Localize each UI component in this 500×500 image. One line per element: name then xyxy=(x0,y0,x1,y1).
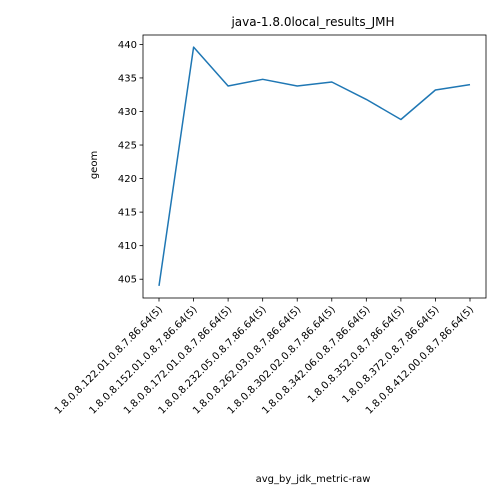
y-tick-label: 440 xyxy=(118,40,137,51)
chart-title: java-1.8.0local_results_JMH xyxy=(230,15,394,29)
y-tick-label: 420 xyxy=(118,174,137,185)
series-line xyxy=(158,46,471,287)
x-axis-label: avg_by_jdk_metric-raw xyxy=(256,474,371,485)
y-tick-label: 415 xyxy=(118,208,137,219)
y-tick-label: 405 xyxy=(118,275,137,286)
plot-frame xyxy=(142,34,487,299)
y-tick-label: 435 xyxy=(118,73,137,84)
y-axis-label: geom xyxy=(89,151,100,179)
plot-area: 4054104154204254304354401.8.0.8.122.01.0… xyxy=(53,34,487,417)
y-tick-label: 430 xyxy=(118,107,137,118)
y-tick-label: 425 xyxy=(118,141,137,152)
y-tick-label: 410 xyxy=(118,241,137,252)
